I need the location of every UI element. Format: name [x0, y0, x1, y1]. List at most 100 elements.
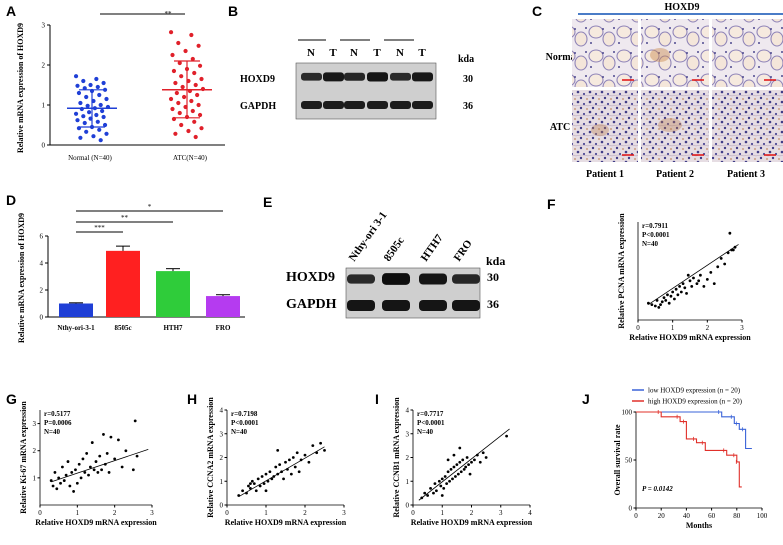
panel-i-point — [446, 458, 450, 462]
panel-g-point — [89, 465, 92, 469]
panel-f-point — [679, 290, 683, 294]
panel-c-row-normal: Normal — [546, 52, 579, 63]
panel-f-xtick-label: 2 — [706, 324, 710, 332]
panel-h-ytick-label: 1 — [220, 478, 224, 486]
panel-d-bar — [206, 296, 240, 317]
panel-i-xtick-label: 2 — [470, 509, 474, 517]
panel-a-point-normal — [102, 122, 108, 128]
ihc-image-atc-patient2 — [641, 90, 709, 162]
panel-i-point — [458, 446, 462, 450]
panel-b-row-gapdh: GAPDH — [240, 101, 276, 112]
panel-g-point — [68, 484, 72, 488]
panel-i-point — [464, 465, 468, 469]
panel-g-ytick-label: 2 — [33, 447, 37, 455]
panel-a-point-atc — [168, 30, 174, 35]
panel-f-point — [690, 285, 694, 288]
panel-f-xlabel: Relative HOXD9 mRNA expression — [629, 333, 751, 342]
panel-i-point — [446, 470, 450, 474]
panel-f-point — [662, 296, 666, 299]
panel-d-bar — [106, 250, 140, 317]
panel-j-xlabel: Months — [686, 521, 712, 530]
panel-e-lane-label: FRO — [452, 237, 475, 263]
panel-g-xtick-label: 1 — [76, 509, 80, 517]
panel-a-point-normal — [97, 127, 102, 132]
panel-f-point — [728, 231, 732, 235]
panel-a-point-atc — [195, 92, 200, 98]
panel-f-point — [657, 306, 661, 309]
panel-i-point — [468, 472, 472, 476]
panel-e-band-hoxd9 — [382, 273, 410, 285]
panel-e-band-gapdh — [452, 300, 480, 311]
panel-h-annotation: r=0.7198 — [231, 410, 258, 418]
panel-f-point — [674, 287, 678, 291]
panel-a-ylabel: Relative mRNA expression of HOXD9 — [16, 23, 25, 153]
panel-f-point — [686, 273, 690, 277]
panel-b-membrane — [295, 62, 437, 120]
panel-e-band-gapdh — [419, 300, 447, 311]
panel-f-point — [688, 279, 692, 283]
panel-b-lane-label: N — [350, 47, 358, 59]
panel-b-kda-30: 30 — [463, 74, 473, 85]
panel-g-point — [74, 468, 77, 472]
panel-h-ytick-label: 4 — [220, 407, 224, 415]
panel-f-point — [659, 303, 662, 306]
panel-i-xlabel: Relative HOXD9 mRNA expression — [411, 518, 533, 527]
panel-a-point-atc — [171, 68, 177, 74]
panel-g-point — [96, 471, 100, 474]
panel-c-row-atc: ATC — [550, 122, 570, 133]
panel-i-point — [459, 470, 463, 474]
panel-a-point-normal — [78, 135, 83, 140]
panel-j-xtick-label: 0 — [634, 512, 638, 520]
panel-h-point — [262, 482, 266, 486]
panel-a-point-atc — [197, 112, 203, 118]
panel-h-point — [282, 477, 285, 481]
ihc-image-atc-patient3 — [712, 90, 783, 162]
panel-a-point-normal — [75, 83, 80, 88]
ihc-stain-spot — [591, 124, 609, 136]
panel-a-point-normal — [95, 119, 100, 124]
panel-i-xtick-label: 3 — [499, 509, 503, 517]
panel-g-point — [55, 487, 59, 491]
panel-a-point-atc — [189, 32, 194, 38]
panel-a-dotplot: Relative mRNA expression of HOXD9 ** Nor… — [16, 10, 225, 162]
panel-e-row-hoxd9: HOXD9 — [286, 270, 335, 285]
panel-a-point-atc — [177, 110, 182, 116]
panel-b-band-hoxd9 — [412, 72, 433, 82]
panel-a-point-normal — [75, 118, 80, 123]
panel-g-xtick-label: 0 — [38, 509, 42, 517]
panel-d-ylabel: Relative mRNA expression of HOXD9 — [17, 213, 26, 343]
panel-h-point — [260, 475, 264, 478]
panel-a-point-atc — [183, 48, 188, 54]
panel-f-point — [666, 293, 669, 297]
panel-i-ytick-label: 1 — [406, 478, 410, 486]
panel-b-band-gapdh — [367, 101, 388, 109]
panel-h-xtick-label: 0 — [225, 509, 229, 517]
panel-i-xtick-label: 4 — [528, 509, 532, 517]
ihc-image-atc-patient1 — [572, 90, 638, 162]
panel-g-point — [87, 473, 90, 477]
panel-a-point-atc — [192, 119, 197, 124]
panel-d-ytick-label: 4 — [40, 260, 44, 268]
panel-f-point — [705, 278, 709, 281]
panel-g-point — [107, 471, 111, 474]
panel-b-band-gapdh — [390, 101, 411, 109]
panel-g-point — [100, 468, 103, 472]
panel-j-xtick-label: 20 — [658, 512, 666, 520]
panel-g-point — [57, 476, 61, 480]
panel-e-row-gapdh: GAPDH — [286, 297, 337, 312]
panel-a-point-normal — [94, 76, 99, 82]
panel-j-ylabel: Overall survival rate — [613, 424, 622, 496]
panel-f-fit-line — [648, 244, 739, 305]
panel-a-ytick-label: 0 — [42, 142, 46, 150]
panel-a-point-atc — [189, 98, 194, 104]
panel-j-xtick-label: 80 — [733, 512, 741, 520]
panel-e-band-gapdh — [382, 300, 410, 311]
panel-a-point-normal — [81, 78, 86, 84]
panel-j-ytick-label: 0 — [629, 505, 633, 513]
panel-b-band-gapdh — [344, 101, 365, 109]
panel-a-point-atc — [192, 70, 197, 76]
panel-f-point — [667, 301, 671, 305]
panel-i-point — [426, 494, 430, 497]
panel-i-point — [478, 460, 482, 464]
